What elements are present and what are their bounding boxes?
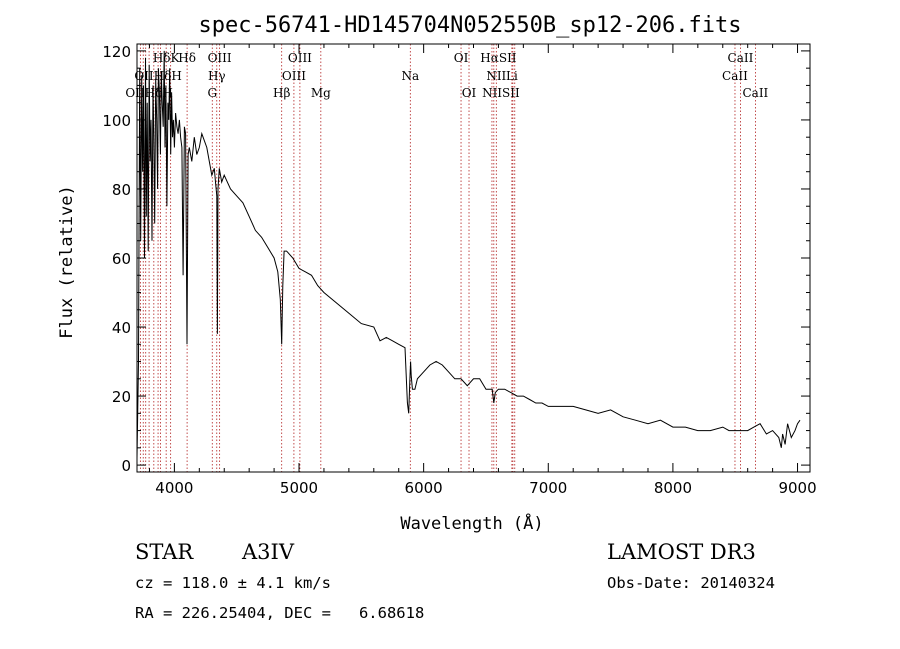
x-tick-label: 9000: [778, 479, 816, 497]
y-tick-label: 80: [112, 181, 131, 199]
chart-title: spec-56741-HD145704N052550B_sp12-206.fit…: [198, 13, 741, 38]
line-marker-label: Mg: [311, 86, 331, 100]
x-tick-label: 5000: [280, 479, 318, 497]
y-axis-label: Flux (relative): [57, 185, 77, 339]
object-type: STAR: [135, 540, 194, 564]
line-marker-label: NIISII: [482, 86, 520, 100]
observation-date: Obs-Date: 20140324: [607, 574, 775, 592]
y-tick-label: 0: [121, 457, 131, 475]
x-tick-label: 4000: [155, 479, 193, 497]
line-marker-label: OI: [454, 51, 469, 65]
spectral-class: A3IV: [242, 540, 294, 564]
line-marker-label: Hβ: [273, 86, 290, 100]
line-marker-label: OI: [462, 86, 477, 100]
x-tick-label: 7000: [529, 479, 567, 497]
x-tick-label: 8000: [654, 479, 692, 497]
axis-ticks: 4000 5000 6000 7000 8000 9000 0 20 40 60 80 100 120: [102, 43, 816, 497]
line-marker-label: OIII: [208, 51, 232, 65]
y-tick-label: 40: [112, 319, 131, 337]
emission-line-markers: [139, 44, 756, 472]
line-marker-label: CaII: [742, 86, 768, 100]
plot-frame: [136, 43, 811, 473]
line-marker-label: HδK: [153, 51, 181, 65]
line-marker-label: NII: [486, 69, 506, 83]
coordinates: RA = 226.25404, DEC = 6.68618: [135, 604, 425, 622]
x-axis-label: Wavelength (Å): [400, 512, 543, 534]
spectrum-line: [136, 50, 801, 459]
line-marker-label: Li: [506, 69, 518, 83]
line-marker-label: Hγ: [208, 69, 226, 83]
line-marker-label: CaII: [728, 51, 754, 65]
line-marker-label: OIII: [282, 69, 306, 83]
line-marker-label: OIII: [288, 51, 312, 65]
y-tick-label: 20: [112, 388, 131, 406]
x-tick-label: 6000: [405, 479, 443, 497]
line-marker-label: HαSII: [480, 51, 517, 65]
redshift-value: cz = 118.0 ± 4.1 km/s: [135, 574, 331, 592]
survey-name: LAMOST DR3: [607, 540, 756, 564]
line-marker-label: Na: [401, 69, 419, 83]
line-marker-label: G: [207, 86, 217, 100]
y-tick-label: 60: [112, 250, 131, 268]
y-tick-label: 100: [102, 112, 131, 130]
plot-axes: [136, 43, 811, 473]
y-tick-label: 120: [102, 43, 131, 61]
line-marker-label: CaII: [722, 69, 748, 83]
line-marker-label: Hδ: [178, 51, 196, 65]
